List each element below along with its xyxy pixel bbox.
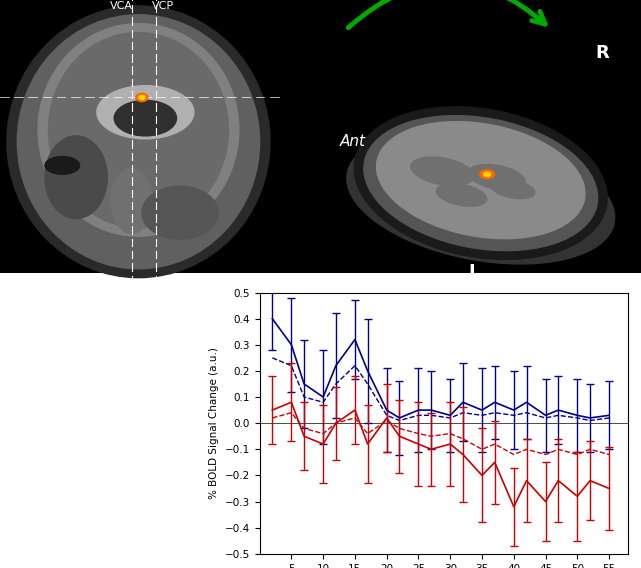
- Ellipse shape: [136, 93, 148, 102]
- Ellipse shape: [354, 107, 607, 260]
- Ellipse shape: [469, 164, 525, 190]
- Ellipse shape: [491, 179, 535, 199]
- Text: VCP: VCP: [152, 1, 174, 11]
- Ellipse shape: [376, 122, 585, 239]
- Ellipse shape: [45, 157, 79, 174]
- Ellipse shape: [114, 101, 176, 136]
- Ellipse shape: [45, 136, 107, 219]
- Ellipse shape: [38, 24, 239, 236]
- Y-axis label: % BOLD Signal Change (a.u.): % BOLD Signal Change (a.u.): [209, 347, 219, 499]
- Text: R: R: [595, 44, 610, 62]
- Text: VCA: VCA: [110, 1, 133, 11]
- Ellipse shape: [411, 157, 474, 186]
- Ellipse shape: [480, 170, 494, 179]
- Ellipse shape: [437, 183, 487, 206]
- Ellipse shape: [142, 186, 218, 239]
- Ellipse shape: [483, 172, 491, 177]
- Text: L: L: [469, 263, 480, 281]
- Ellipse shape: [364, 116, 597, 250]
- FancyArrowPatch shape: [348, 0, 545, 28]
- Ellipse shape: [111, 168, 153, 233]
- Ellipse shape: [49, 32, 228, 227]
- Ellipse shape: [97, 86, 194, 139]
- Ellipse shape: [139, 95, 145, 99]
- Text: Ant: Ant: [340, 134, 365, 149]
- Ellipse shape: [17, 15, 260, 269]
- Ellipse shape: [347, 132, 615, 264]
- Ellipse shape: [7, 6, 270, 278]
